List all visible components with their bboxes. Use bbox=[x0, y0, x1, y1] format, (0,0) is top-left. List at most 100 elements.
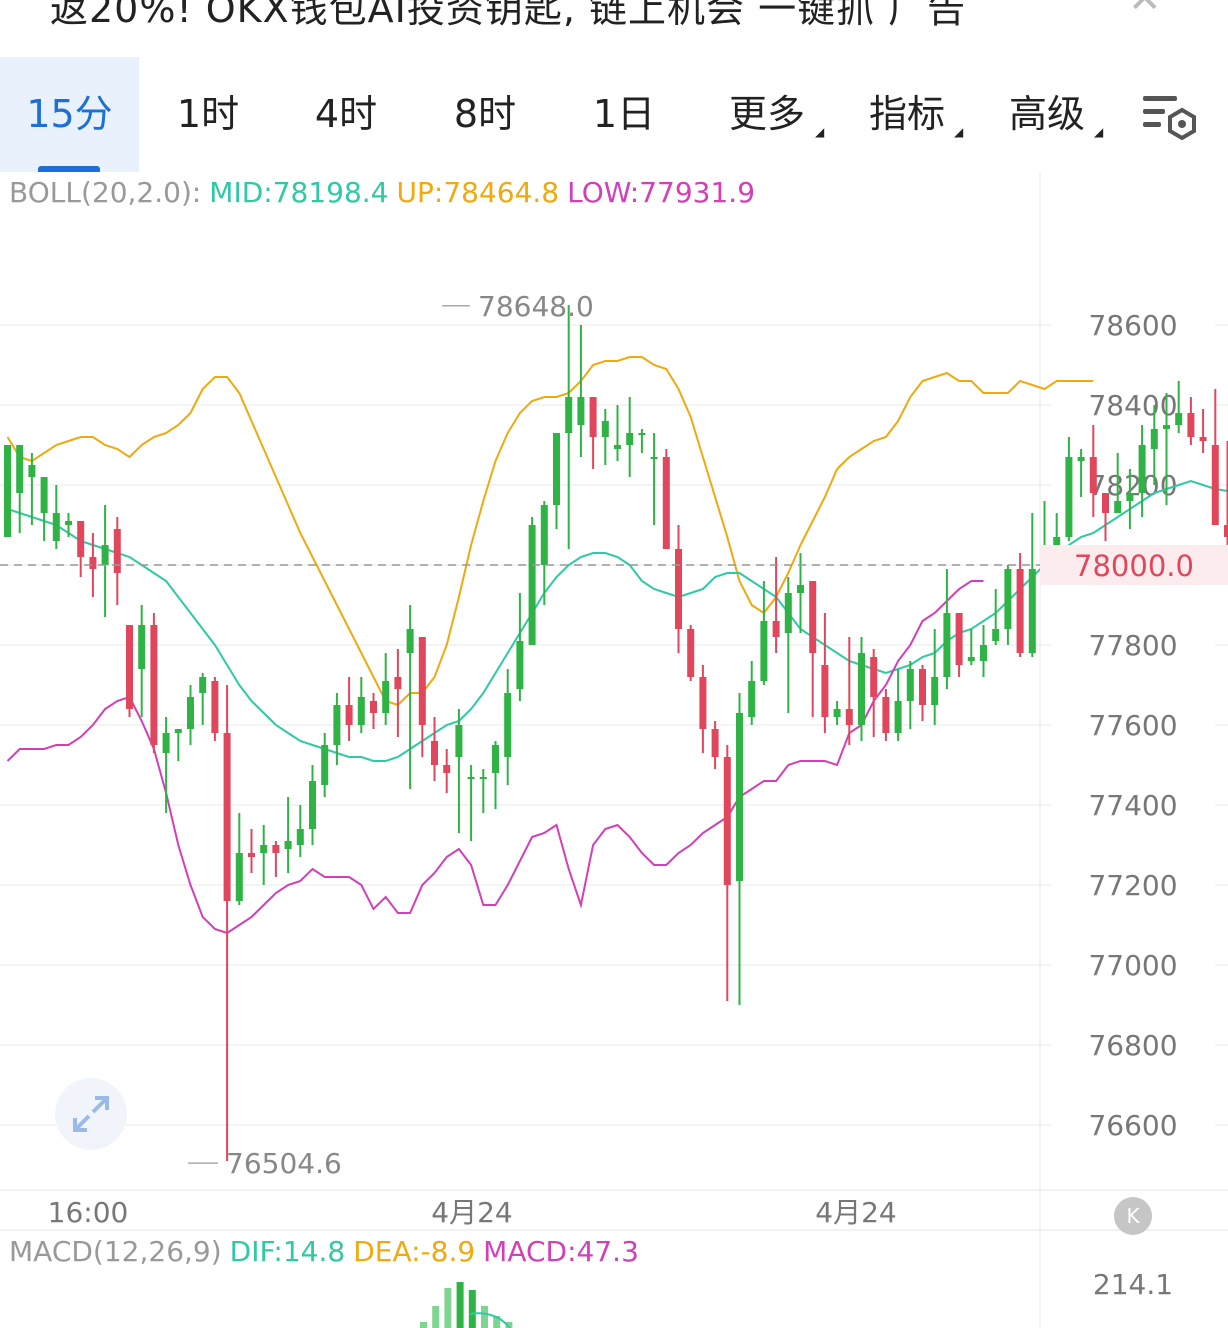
candle-body bbox=[870, 657, 878, 697]
candle-body bbox=[943, 613, 951, 677]
candle-body bbox=[1053, 537, 1061, 549]
candle-body bbox=[199, 677, 207, 693]
y-tick-label: 77400 bbox=[1088, 789, 1177, 822]
candle-body bbox=[479, 777, 487, 779]
candle-body bbox=[138, 625, 146, 669]
ad-banner-text[interactable]: 返20%! OKX钱包AI投资钥匙, 链上机会 一键抓 广告 bbox=[50, 0, 967, 26]
candle-body bbox=[955, 613, 963, 665]
close-icon[interactable]: ✕ bbox=[1128, 0, 1162, 22]
candle-body bbox=[113, 529, 121, 573]
candle-body bbox=[553, 433, 560, 505]
candle-body bbox=[309, 781, 316, 829]
macd-histogram-bar bbox=[444, 1288, 452, 1328]
tab-label: 指标 bbox=[868, 92, 945, 136]
candle-body bbox=[687, 629, 695, 677]
candle-body bbox=[89, 557, 97, 569]
tab-label: 15分 bbox=[26, 92, 113, 136]
candle-body bbox=[1211, 445, 1219, 525]
candle-body bbox=[467, 777, 475, 779]
candle-body bbox=[1004, 569, 1012, 629]
x-tick-label: 4月24 bbox=[431, 1196, 512, 1229]
tab-4h[interactable]: 4时 bbox=[288, 57, 404, 172]
candle-body bbox=[16, 445, 24, 493]
more-dropdown-icon: ◢ bbox=[815, 125, 825, 139]
ad-banner[interactable]: 返20%! OKX钱包AI投资钥匙, 链上机会 一键抓 广告 ✕ bbox=[0, 0, 1228, 26]
tab-label: 8时 bbox=[453, 92, 517, 136]
high-price-label: 78648.0 bbox=[478, 290, 594, 323]
tab-advanced[interactable]: 高级 bbox=[995, 57, 1099, 172]
y-tick-label: 76800 bbox=[1088, 1029, 1177, 1062]
candle-body bbox=[101, 545, 109, 565]
indicators-dropdown-icon: ◢ bbox=[954, 125, 964, 139]
candle-body bbox=[77, 521, 85, 557]
candle-body bbox=[40, 477, 48, 513]
candle-body bbox=[1199, 437, 1207, 441]
macd-histogram-bar bbox=[432, 1306, 440, 1328]
candle-body bbox=[614, 445, 621, 449]
candle-body bbox=[150, 625, 158, 745]
tab-15m[interactable]: 15分 bbox=[0, 57, 139, 172]
boll-mid-line bbox=[7, 479, 1228, 762]
macd-name: MACD(12,26,9) bbox=[9, 1235, 222, 1268]
candle-body bbox=[345, 705, 353, 725]
candle-body bbox=[296, 829, 304, 845]
candle-body bbox=[1028, 569, 1036, 653]
candle-body bbox=[772, 621, 780, 637]
candle-body bbox=[284, 841, 292, 849]
candle-body bbox=[455, 725, 463, 757]
candle-body bbox=[1065, 457, 1073, 537]
candle-body bbox=[833, 709, 841, 717]
tab-8h[interactable]: 8时 bbox=[427, 57, 543, 172]
boll-lower-line bbox=[6, 580, 984, 935]
tab-more[interactable]: 更多 bbox=[715, 57, 819, 172]
macd-legend: MACD(12,26,9) DIF:14.8 DEA:-8.9 MACD:47.3 bbox=[9, 1235, 647, 1268]
boll-low-value: LOW:77931.9 bbox=[567, 176, 756, 209]
macd-histogram-bar bbox=[420, 1322, 427, 1328]
tab-label: 更多 bbox=[728, 92, 805, 136]
tab-indicators[interactable]: 指标 bbox=[855, 57, 959, 172]
scroll-to-latest-button[interactable]: K bbox=[1114, 1197, 1152, 1235]
candle-body bbox=[394, 677, 402, 689]
candle-body bbox=[65, 521, 72, 525]
advanced-dropdown-icon: ◢ bbox=[1094, 125, 1104, 139]
expand-chart-button[interactable] bbox=[55, 1078, 127, 1150]
candle-body bbox=[1175, 413, 1183, 425]
candle-body bbox=[516, 641, 524, 689]
candle-body bbox=[882, 697, 890, 733]
macd-histogram-bar bbox=[505, 1322, 513, 1328]
candle-body bbox=[723, 757, 731, 885]
macd-dif-line bbox=[469, 1312, 511, 1328]
candle-body bbox=[272, 845, 280, 853]
chart-settings-icon[interactable] bbox=[1140, 94, 1200, 140]
y-tick-label: 77000 bbox=[1088, 949, 1177, 982]
tab-label: 1日 bbox=[592, 92, 656, 136]
candle-body bbox=[1126, 493, 1134, 501]
candle-body bbox=[1187, 413, 1195, 437]
candle-body bbox=[699, 677, 707, 729]
candle-body bbox=[967, 657, 975, 661]
tab-1h[interactable]: 1时 bbox=[150, 57, 266, 172]
candle-body bbox=[797, 585, 804, 593]
candle-body bbox=[540, 505, 548, 565]
y-tick-label: 78600 bbox=[1088, 309, 1177, 342]
candle-body bbox=[357, 697, 365, 725]
candle-body bbox=[321, 745, 329, 785]
tab-label: 1时 bbox=[176, 92, 240, 136]
tab-1d[interactable]: 1日 bbox=[566, 57, 682, 172]
candle-body bbox=[382, 681, 390, 713]
candle-body bbox=[821, 665, 829, 717]
candle-body bbox=[1016, 569, 1024, 653]
candle-body bbox=[1114, 501, 1122, 513]
candle-body bbox=[52, 513, 60, 541]
low-price-label: 76504.6 bbox=[226, 1147, 342, 1180]
current-price-label: 78000.0 bbox=[1074, 549, 1194, 583]
macd-dea-value: DEA:-8.9 bbox=[353, 1235, 476, 1268]
candle-body bbox=[784, 593, 792, 633]
candle-body bbox=[492, 745, 499, 773]
candle-body bbox=[675, 549, 682, 629]
candle-body bbox=[333, 705, 341, 745]
candle-body bbox=[919, 669, 926, 705]
x-tick-label: 4月24 bbox=[815, 1196, 896, 1229]
candle-body bbox=[1150, 429, 1158, 449]
